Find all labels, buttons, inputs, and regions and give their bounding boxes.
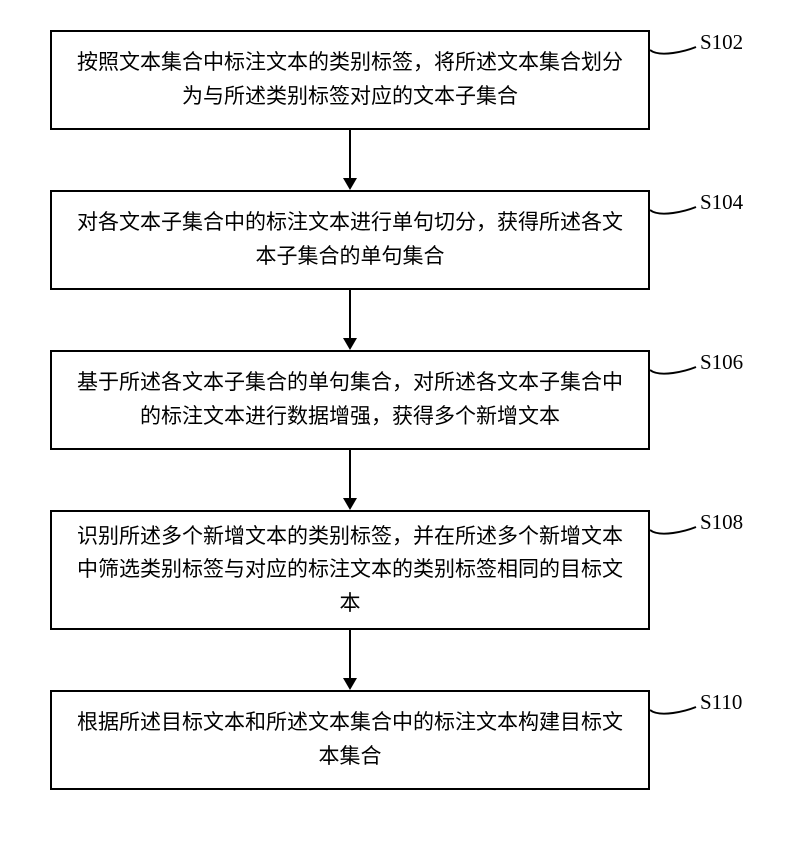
flow-node-text: 根据所述目标文本和所述文本集合中的标注文本构建目标文 本集合 xyxy=(77,706,623,773)
callout-connector xyxy=(648,675,700,732)
flow-node-text: 识别所述多个新增文本的类别标签，并在所述多个新增文本 中筛选类别标签与对应的标注… xyxy=(77,520,623,621)
flow-node-s108: 识别所述多个新增文本的类别标签，并在所述多个新增文本 中筛选类别标签与对应的标注… xyxy=(50,510,650,630)
arrow-line xyxy=(349,130,351,180)
arrow-head-icon xyxy=(343,338,357,350)
arrow-head-icon xyxy=(343,178,357,190)
callout-connector xyxy=(648,335,700,392)
flow-node-s110: 根据所述目标文本和所述文本集合中的标注文本构建目标文 本集合 xyxy=(50,690,650,790)
flow-node-s102: 按照文本集合中标注文本的类别标签，将所述文本集合划分 为与所述类别标签对应的文本… xyxy=(50,30,650,130)
step-label-s110: S110 xyxy=(700,690,742,715)
arrow-head-icon xyxy=(343,678,357,690)
callout-connector xyxy=(648,175,700,232)
step-label-s102: S102 xyxy=(700,30,743,55)
flowchart-canvas: 按照文本集合中标注文本的类别标签，将所述文本集合划分 为与所述类别标签对应的文本… xyxy=(0,0,800,850)
arrow-line xyxy=(349,630,351,680)
callout-connector xyxy=(648,495,700,552)
flow-node-s106: 基于所述各文本子集合的单句集合，对所述各文本子集合中 的标注文本进行数据增强，获… xyxy=(50,350,650,450)
flow-node-text: 按照文本集合中标注文本的类别标签，将所述文本集合划分 为与所述类别标签对应的文本… xyxy=(77,46,623,113)
flow-node-text: 基于所述各文本子集合的单句集合，对所述各文本子集合中 的标注文本进行数据增强，获… xyxy=(77,366,623,433)
step-label-s106: S106 xyxy=(700,350,743,375)
callout-connector xyxy=(648,15,700,72)
step-label-s104: S104 xyxy=(700,190,743,215)
step-label-s108: S108 xyxy=(700,510,743,535)
arrow-head-icon xyxy=(343,498,357,510)
arrow-line xyxy=(349,450,351,500)
arrow-line xyxy=(349,290,351,340)
flow-node-s104: 对各文本子集合中的标注文本进行单句切分，获得所述各文 本子集合的单句集合 xyxy=(50,190,650,290)
flow-node-text: 对各文本子集合中的标注文本进行单句切分，获得所述各文 本子集合的单句集合 xyxy=(77,206,623,273)
